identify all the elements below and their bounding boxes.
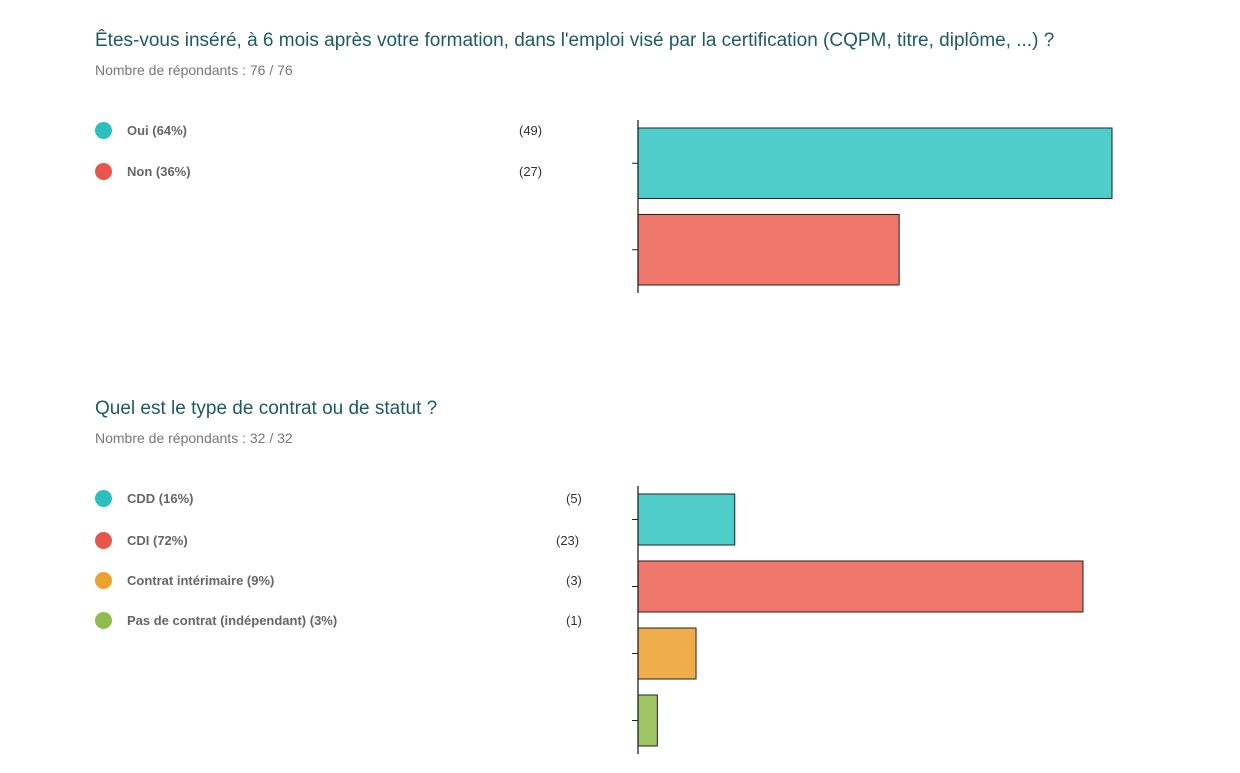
question-1-bar-chart bbox=[632, 120, 1113, 293]
legend-count-interimaire: (3) bbox=[566, 573, 582, 588]
bar-oui bbox=[637, 127, 1113, 199]
legend-item-independant: Pas de contrat (indépendant) (3%) (1) bbox=[95, 611, 615, 631]
legend-count-independant: (1) bbox=[566, 613, 582, 628]
legend-dot-interimaire bbox=[95, 572, 112, 589]
bar-cdd bbox=[637, 493, 736, 546]
legend-dot-non bbox=[95, 163, 112, 180]
bar-non bbox=[637, 214, 900, 286]
question-2-bar-chart bbox=[632, 486, 1084, 754]
legend-label-non: Non (36%) bbox=[127, 164, 191, 179]
question-2-title: Quel est le type de contrat ou de statut… bbox=[95, 398, 438, 419]
question-1-respondents: Nombre de répondants : 76 / 76 bbox=[95, 62, 293, 78]
legend-item-cdd: CDD (16%) (5) bbox=[95, 489, 615, 509]
legend-label-interimaire: Contrat intérimaire (9%) bbox=[127, 573, 275, 588]
bar-pas-de-contrat-independant bbox=[637, 694, 658, 747]
legend-dot-cdd bbox=[95, 490, 112, 507]
legend-item-interimaire: Contrat intérimaire (9%) (3) bbox=[95, 571, 615, 591]
legend-count-cdd: (5) bbox=[566, 491, 582, 506]
legend-label-independant: Pas de contrat (indépendant) (3%) bbox=[127, 613, 338, 628]
legend-label-oui: Oui (64%) bbox=[127, 123, 187, 138]
legend-label-cdi: CDI (72%) bbox=[127, 533, 188, 548]
question-2-respondents: Nombre de répondants : 32 / 32 bbox=[95, 430, 293, 446]
legend-count-oui: (49) bbox=[519, 123, 543, 138]
legend-item-oui: Oui (64%) (49) bbox=[95, 121, 615, 141]
legend-dot-oui bbox=[95, 122, 112, 139]
bar-contrat-interimaire bbox=[637, 627, 697, 680]
legend-dot-cdi bbox=[95, 532, 112, 549]
bar-cdi bbox=[637, 560, 1084, 613]
legend-label-cdd: CDD (16%) bbox=[127, 491, 194, 506]
legend-dot-independant bbox=[95, 612, 112, 629]
legend-item-non: Non (36%) (27) bbox=[95, 162, 615, 182]
legend-item-cdi: CDI (72%) (23) bbox=[95, 531, 615, 551]
legend-count-cdi: (23) bbox=[556, 533, 580, 548]
question-1-title: Êtes-vous inséré, à 6 mois après votre f… bbox=[95, 30, 1055, 51]
legend-count-non: (27) bbox=[519, 164, 543, 179]
